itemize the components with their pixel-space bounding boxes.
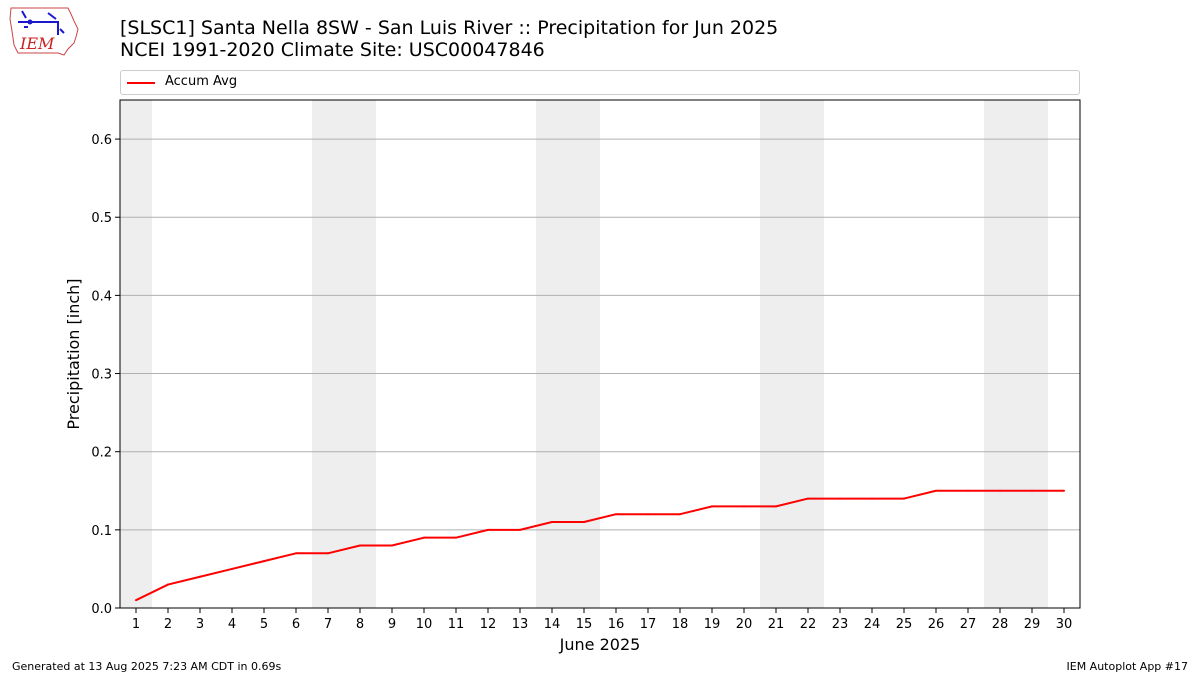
station-dot [27,19,33,25]
x-tick-label: 9 [388,617,396,632]
y-axis-label: Precipitation [inch] [64,278,83,429]
data-point [903,497,905,500]
data-point [743,505,745,508]
weekend-band [536,100,600,608]
data-point [135,599,137,602]
series-layer [135,489,1065,602]
iem-logo: IEM [9,7,79,56]
weekend-bands [120,100,1048,608]
weekend-band [312,100,376,608]
series-line [135,489,1064,602]
y-axis: 0.0 0.1 0.2 0.3 0.4 0.5 0.6 [91,133,120,617]
data-point [551,521,553,524]
chart-subtitle: NCEI 1991-2020 Climate Site: USC00047846 [120,39,545,61]
legend: Accum Avg [120,70,1080,95]
x-tick-label: 7 [324,617,332,632]
x-tick-label: 15 [576,617,593,632]
x-axis: 1 2 3 4 5 6 7 8 9 10 11 12 13 14 15 16 17 18 19 20 21 22 23 24 2… [132,608,1072,632]
x-tick-label: 5 [260,617,268,632]
x-tick-label: 17 [640,617,657,632]
x-tick-label: 10 [416,617,433,632]
plot-frame [119,99,1081,609]
x-tick-label: 20 [736,617,753,632]
data-point [359,544,361,547]
data-point [679,513,681,516]
weekend-band [760,100,824,608]
iowa-state-outline [9,7,79,56]
data-point [839,497,841,500]
data-point [807,497,809,500]
x-tick-label: 28 [992,617,1009,632]
data-point [423,536,425,539]
y-tick-label: 0.0 [91,602,112,617]
x-tick-label: 16 [608,617,625,632]
x-tick-label: 13 [512,617,529,632]
x-tick-label: 25 [896,617,913,632]
x-tick-label: 12 [480,617,497,632]
data-point [327,552,329,555]
data-point [775,505,777,508]
y-tick-label: 0.3 [91,368,112,383]
x-axis-label: June 2025 [559,635,641,654]
y-tick-label: 0.1 [91,524,112,539]
data-point [935,489,937,492]
y-tick-label: 0.4 [91,289,112,304]
data-point [871,497,873,500]
data-point [615,513,617,516]
x-tick-label: 8 [356,617,364,632]
weekend-band [120,100,152,608]
data-point [231,567,233,570]
x-tick-label: 30 [1056,617,1073,632]
data-point [967,489,969,492]
logo-text: IEM [19,34,55,53]
app-label: IEM Autoplot App #17 [1066,660,1189,673]
weekend-band [984,100,1048,608]
x-tick-label: 18 [672,617,689,632]
x-tick-label: 26 [928,617,945,632]
data-point [711,505,713,508]
x-tick-label: 29 [1024,617,1041,632]
y-tick-label: 0.6 [91,133,112,148]
x-tick-label: 1 [132,617,140,632]
x-tick-label: 23 [832,617,849,632]
x-tick-label: 3 [196,617,204,632]
chart-title: [SLSC1] Santa Nella 8SW - San Luis River… [120,17,779,39]
data-point [263,560,265,563]
x-tick-label: 21 [768,617,785,632]
x-tick-label: 4 [228,617,236,632]
y-tick-label: 0.5 [91,211,112,226]
grid-lines [120,138,1080,531]
data-point [487,528,489,531]
weather-symbols [18,10,65,35]
y-tick-label: 0.2 [91,446,112,461]
x-tick-label: 22 [800,617,817,632]
generated-timestamp: Generated at 13 Aug 2025 7:23 AM CDT in … [12,660,282,673]
data-point [167,583,169,586]
data-point [455,536,457,539]
x-tick-label: 24 [864,617,881,632]
x-tick-label: 27 [960,617,977,632]
data-point [519,528,521,531]
data-point [583,521,585,524]
legend-label: Accum Avg [165,74,238,89]
x-tick-label: 11 [448,617,465,632]
x-tick-label: 19 [704,617,721,632]
data-point [391,544,393,547]
data-point [199,575,201,578]
x-tick-label: 2 [164,617,172,632]
data-point [1031,489,1033,492]
data-point [1063,489,1065,492]
data-point [295,552,297,555]
x-tick-label: 6 [292,617,300,632]
data-point [647,513,649,516]
legend-swatch [127,82,155,84]
data-point [999,489,1001,492]
x-tick-label: 14 [544,617,561,632]
